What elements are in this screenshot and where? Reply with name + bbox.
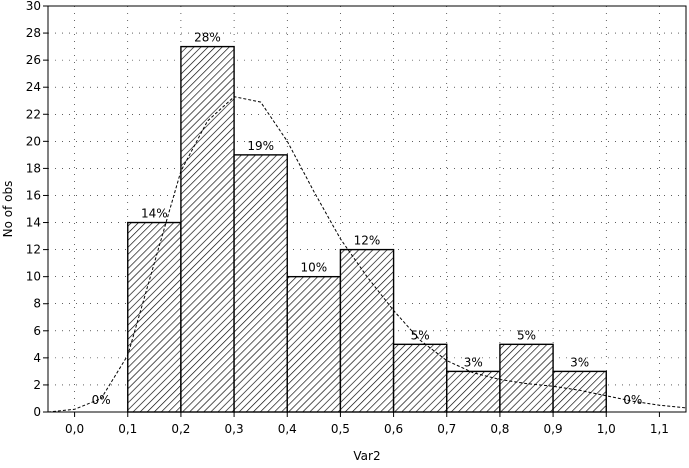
x-tick-label: 0,5 — [331, 422, 350, 436]
x-tick-label: 0,8 — [490, 422, 509, 436]
histogram-bar — [339, 248, 395, 413]
plot-frame — [47, 5, 687, 413]
y-tick-label: 2 — [33, 378, 41, 392]
bars-group — [127, 45, 607, 413]
y-tick-label: 12 — [26, 243, 41, 257]
x-tick-label: 0,6 — [384, 422, 403, 436]
bar-percent-label: 28% — [194, 31, 221, 45]
bar-percent-label: 14% — [141, 207, 168, 221]
bar-percent-label: 19% — [247, 139, 274, 153]
histogram-bar — [127, 221, 182, 413]
bar-percent-label: 5% — [517, 328, 536, 342]
x-tick-label: 0,2 — [171, 422, 190, 436]
data-labels-group: 0% 14% 28% 19% 10% 12% 5% 3% 5% 3% 0% — [92, 31, 643, 407]
x-tick-label: 0,7 — [437, 422, 456, 436]
y-tick-label: 22 — [26, 107, 41, 121]
bar-percent-label: 10% — [300, 261, 327, 275]
x-tick-label: 1,1 — [650, 422, 669, 436]
x-tick-label: 1,0 — [597, 422, 616, 436]
y-tick-label: 6 — [33, 324, 41, 338]
y-tick-label: 10 — [26, 270, 41, 284]
histogram-bar — [392, 343, 448, 413]
x-tick-label: 0,4 — [278, 422, 297, 436]
bar-percent-label: 5% — [411, 328, 430, 342]
y-tick-label: 8 — [33, 297, 41, 311]
histogram-bar — [446, 370, 501, 413]
fit-curve — [47, 96, 687, 413]
x-tick-label: 0,0 — [65, 422, 84, 436]
y-tick-label: 30 — [26, 0, 41, 13]
bar-percent-label: 12% — [354, 234, 381, 248]
bar-percent-label: 3% — [464, 355, 483, 369]
histogram-bar — [286, 275, 342, 413]
histogram-bar — [552, 370, 607, 413]
x-tick-label: 0,3 — [225, 422, 244, 436]
y-tick-label: 14 — [26, 216, 41, 230]
histogram-bar — [180, 45, 235, 413]
bar-percent-label: 0% — [92, 393, 111, 407]
y-tick-label: 20 — [26, 134, 41, 148]
x-tick-label: 0,9 — [544, 422, 563, 436]
y-axis-title: No of obs — [1, 181, 15, 238]
histogram-bar — [499, 343, 554, 413]
y-tick-label: 16 — [26, 188, 41, 202]
bar-percent-label: 0% — [623, 393, 642, 407]
x-axis-title: Var2 — [353, 449, 380, 463]
histogram-bar — [233, 154, 288, 413]
x-tick-label: 0,1 — [118, 422, 137, 436]
y-tick-label: 24 — [26, 80, 41, 94]
y-tick-label: 28 — [26, 26, 41, 40]
y-tick-label: 26 — [26, 53, 41, 67]
bar-percent-label: 3% — [570, 355, 589, 369]
x-axis-ticks: 0,0 0,1 0,2 0,3 0,4 0,5 0,6 0,7 0,8 0,9 1,0 1,1 — [65, 412, 669, 436]
y-tick-label: 0 — [33, 405, 41, 419]
y-tick-label: 18 — [26, 161, 41, 175]
y-tick-label: 4 — [33, 351, 41, 365]
